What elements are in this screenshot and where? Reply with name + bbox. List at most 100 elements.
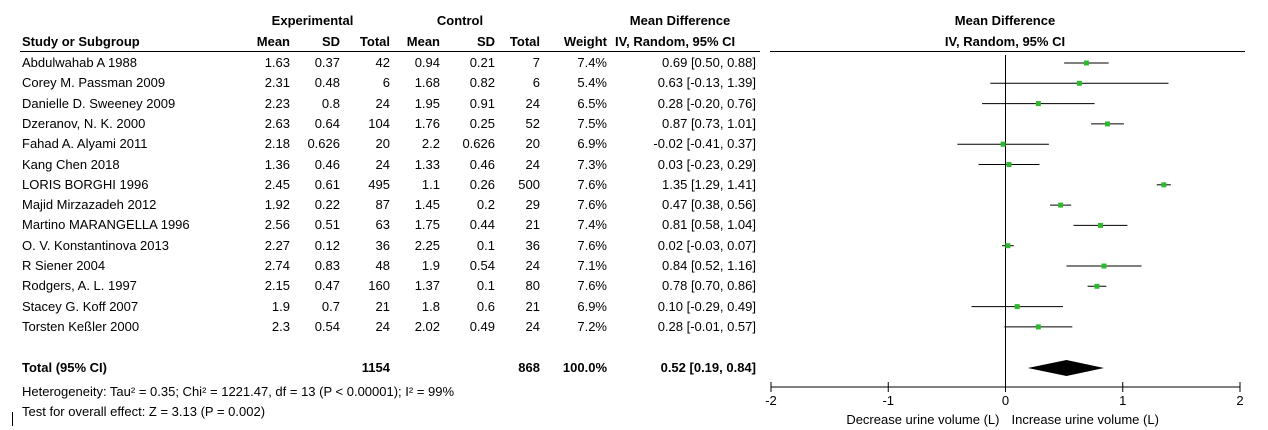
ctrl-mean: 1.1 <box>421 176 440 192</box>
point-estimate-marker <box>1000 141 1006 147</box>
study-ci: 0.81 [0.58, 1.04] <box>662 217 756 233</box>
ctrl-total: 80 <box>525 278 540 294</box>
study-column-header: Study or Subgroup <box>22 34 140 49</box>
study-ci: 0.69 [0.50, 0.88] <box>662 55 756 70</box>
exp-mean: 1.9 <box>271 298 290 314</box>
ctrl-mean: 0.94 <box>414 55 440 70</box>
ctrl-sd: 0.44 <box>469 217 495 233</box>
study-name: Dzeranov, N. K. 2000 <box>22 115 146 131</box>
ctrl-total: 21 <box>525 298 540 314</box>
exp-total: 160 <box>368 278 390 294</box>
study-name: Fahad A. Alyami 2011 <box>22 136 148 152</box>
study-weight: 7.6% <box>577 237 607 253</box>
study-weight: 7.2% <box>577 318 607 334</box>
exp-total: 36 <box>375 237 390 253</box>
ctrl-total: 24 <box>525 156 540 172</box>
exp-total: 104 <box>368 115 390 131</box>
exp-total: 24 <box>375 95 390 111</box>
ctrl-total-header: Total <box>509 34 540 49</box>
study-name: Stacey G. Koff 2007 <box>22 298 139 314</box>
x-tick-label: 1 <box>1119 393 1126 408</box>
total-exp-n: 1154 <box>361 360 390 375</box>
exp-mean: 2.27 <box>264 237 290 253</box>
exp-sd: 0.626 <box>307 136 340 152</box>
exp-sd: 0.51 <box>314 217 340 233</box>
study-ci: 0.47 [0.38, 0.56] <box>662 197 756 213</box>
ctrl-sd: 0.91 <box>469 95 495 111</box>
ctrl-total: 7 <box>532 55 540 70</box>
plot-title: Mean Difference <box>954 13 1056 28</box>
exp-sd: 0.54 <box>314 318 340 334</box>
ctrl-mean: 2.25 <box>414 237 440 253</box>
point-estimate-marker <box>1097 222 1103 228</box>
exp-mean: 2.56 <box>264 217 290 233</box>
ctrl-total: 52 <box>525 115 540 131</box>
study-ci: 0.87 [0.73, 1.01] <box>662 115 756 131</box>
ctrl-total: 6 <box>532 75 540 91</box>
ci-method-header: IV, Random, 95% CI <box>615 34 736 49</box>
study-name: R Siener 2004 <box>22 258 106 273</box>
point-estimate-marker <box>1006 162 1012 167</box>
study-name: Majid Mirzazadeh 2012 <box>22 197 157 213</box>
study-weight: 7.1% <box>577 258 607 273</box>
study-ci: 0.28 [-0.01, 0.57] <box>657 318 756 334</box>
ctrl-sd: 0.2 <box>476 197 495 213</box>
point-estimate-marker <box>1014 304 1020 310</box>
study-name: O. V. Konstantinova 2013 <box>22 237 169 253</box>
study-ci: 0.63 [-0.13, 1.39] <box>657 75 756 91</box>
point-estimate-marker <box>1005 243 1011 249</box>
study-name: Rodgers, A. L. 1997 <box>22 278 137 294</box>
experimental-group-header: Experimental <box>271 13 354 28</box>
study-name: Martino MARANGELLA 1996 <box>22 217 190 233</box>
ctrl-sd: 0.626 <box>462 136 495 152</box>
study-weight: 6.5% <box>577 95 607 111</box>
exp-mean: 2.63 <box>264 115 290 131</box>
ctrl-sd: 0.54 <box>469 258 495 273</box>
exp-sd: 0.47 <box>314 278 340 294</box>
weight-header: Weight <box>563 34 607 49</box>
ctrl-mean: 1.37 <box>414 278 440 294</box>
ctrl-total: 29 <box>525 197 540 213</box>
ctrl-sd: 0.1 <box>476 237 495 253</box>
exp-total: 24 <box>375 318 390 334</box>
header-rule-right <box>770 51 1245 52</box>
exp-total: 495 <box>368 176 390 192</box>
study-name: Kang Chen 2018 <box>22 156 120 172</box>
exp-total: 63 <box>375 217 390 233</box>
pooled-effect-diamond <box>1027 360 1104 376</box>
exp-mean: 1.36 <box>264 156 290 172</box>
ctrl-mean: 1.45 <box>414 197 440 213</box>
study-ci: 0.02 [-0.03, 0.07] <box>657 237 756 253</box>
point-estimate-marker <box>1083 60 1089 66</box>
ctrl-total: 500 <box>518 176 540 192</box>
control-group-header: Control <box>436 13 484 28</box>
total-ci: 0.52 [0.19, 0.84] <box>660 360 756 375</box>
exp-sd: 0.12 <box>314 237 340 253</box>
overall-effect-note: Test for overall effect: Z = 3.13 (P = 0… <box>22 404 266 419</box>
study-name: Abdulwahab A 1988 <box>22 55 137 70</box>
x-label-right: Increase urine volume (L) <box>1012 412 1159 427</box>
study-ci: 0.03 [-0.23, 0.29] <box>657 156 756 172</box>
exp-sd-header: SD <box>321 34 340 49</box>
exp-sd: 0.61 <box>314 176 340 192</box>
exp-mean: 1.63 <box>264 55 290 70</box>
exp-mean: 2.23 <box>264 95 290 111</box>
exp-mean: 2.18 <box>264 136 290 152</box>
x-tick-label: 2 <box>1236 393 1243 408</box>
ctrl-mean: 1.33 <box>414 156 440 172</box>
study-weight: 6.9% <box>577 298 607 314</box>
ctrl-sd: 0.25 <box>469 115 495 131</box>
ctrl-total: 21 <box>525 217 540 233</box>
exp-mean: 2.15 <box>264 278 290 294</box>
total-ctrl-n: 868 <box>518 360 540 375</box>
exp-sd: 0.37 <box>314 55 340 70</box>
exp-mean-header: Mean <box>256 34 290 49</box>
study-ci: 0.10 [-0.29, 0.49] <box>657 298 756 314</box>
study-ci: 0.84 [0.52, 1.16] <box>662 258 756 273</box>
ctrl-mean: 1.95 <box>414 95 440 111</box>
exp-total: 42 <box>375 55 390 70</box>
ctrl-mean: 1.8 <box>421 298 440 314</box>
study-weight: 7.3% <box>577 156 607 172</box>
ctrl-mean: 2.02 <box>414 318 440 334</box>
